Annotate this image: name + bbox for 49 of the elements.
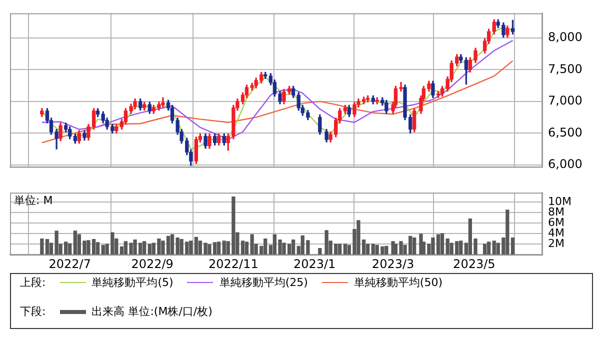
bar <box>324 230 328 255</box>
bar <box>216 242 221 255</box>
y-tick-label: 6M <box>548 216 564 229</box>
bar <box>176 237 180 255</box>
legend-title: 下段: <box>20 304 46 319</box>
y-tick-label: 6,000 <box>548 157 582 172</box>
bar <box>366 244 370 255</box>
legend-label: 単純移動平均(25) <box>219 275 308 290</box>
bar <box>318 248 322 255</box>
y-tick-label: 2M <box>548 236 564 250</box>
legend-label: 単純移動平均(5) <box>92 275 174 290</box>
y-tick-label: 6,500 <box>548 125 582 140</box>
bar <box>459 240 463 255</box>
x-tick-label: 2023/1 <box>293 256 336 271</box>
bar <box>291 240 296 255</box>
bar <box>101 244 105 255</box>
bar <box>68 243 72 255</box>
bar <box>486 242 491 255</box>
x-tick-label: 2023/5 <box>453 256 496 271</box>
bar <box>73 230 77 255</box>
x-tick-label: 2022/7 <box>48 256 91 271</box>
bar <box>384 246 388 255</box>
bar <box>148 244 152 255</box>
x-tick-label: 2023/3 <box>372 256 414 271</box>
legend-label: 出来高 単位:(M株/口/枚) <box>92 304 212 319</box>
y-tick-label: 4M <box>548 226 564 240</box>
bar <box>343 244 347 255</box>
legend-title: 上段: <box>20 275 46 290</box>
bar <box>482 244 487 255</box>
y-tick-label: 8,000 <box>548 30 582 44</box>
annotation: 単位: M <box>14 194 53 207</box>
y-tick-label: 7,000 <box>548 94 582 108</box>
y-tick-label: 8M <box>548 205 564 218</box>
x-tick-label: 2022/11 <box>208 256 258 271</box>
bar <box>194 236 198 255</box>
bar <box>222 240 226 255</box>
bar <box>338 244 342 255</box>
y-tick-label: 10M <box>548 194 572 208</box>
y-tick-label: 7,500 <box>548 62 582 76</box>
bar <box>492 240 496 255</box>
legend-label: 単純移動平均(50) <box>354 275 442 290</box>
bar <box>412 237 416 255</box>
bar <box>371 244 375 255</box>
bar <box>264 238 268 255</box>
x-tick-label: 2022/9 <box>131 256 174 271</box>
bar <box>96 242 100 255</box>
bar <box>170 234 174 255</box>
bar <box>142 241 146 255</box>
bar <box>189 240 193 255</box>
